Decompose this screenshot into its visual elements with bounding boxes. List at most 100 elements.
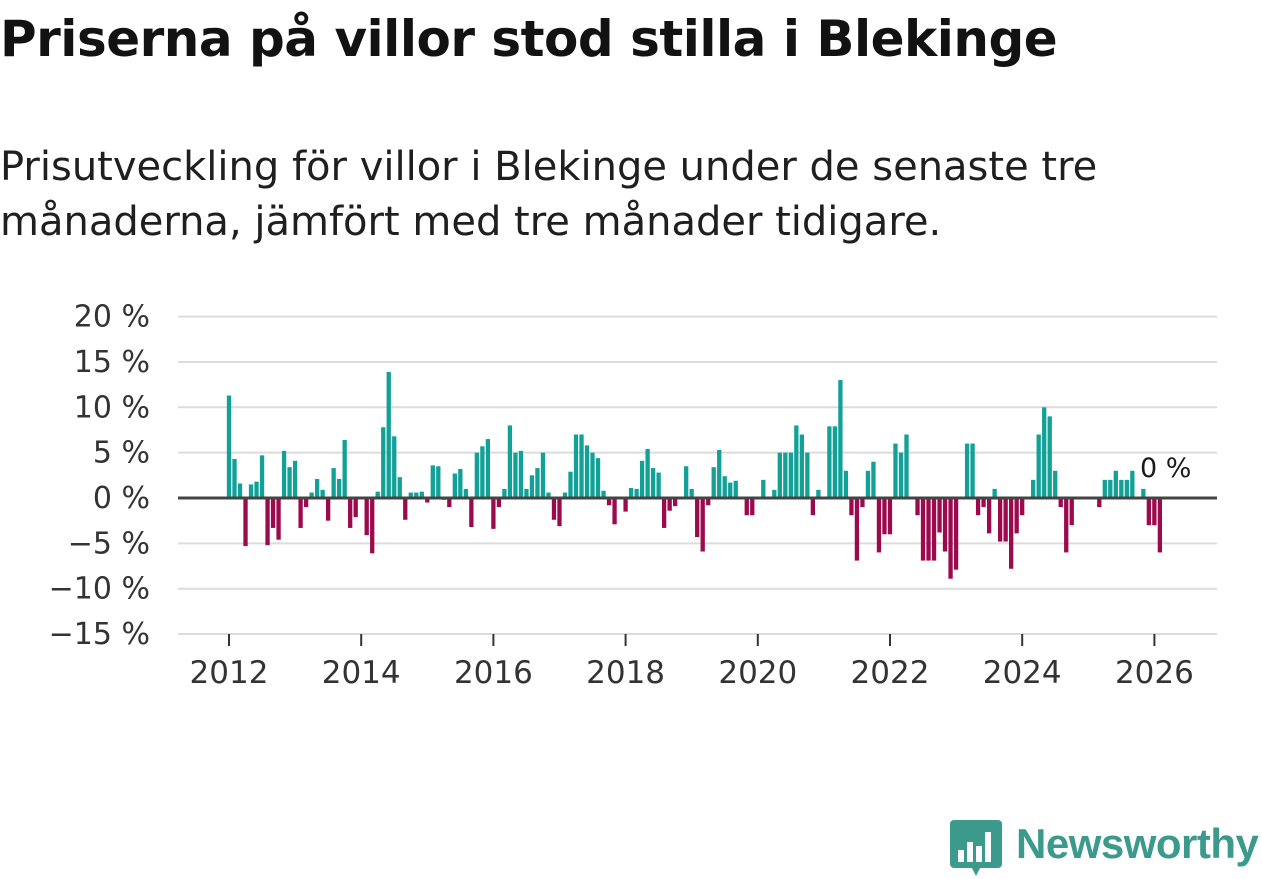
bar — [1058, 498, 1063, 508]
bar — [871, 461, 876, 498]
x-tick-label: 2020 — [718, 655, 797, 691]
bar — [722, 476, 727, 498]
y-tick-label: 0 % — [93, 481, 150, 516]
bar — [750, 498, 755, 516]
bar — [661, 498, 667, 528]
chart-title: Priserna på villor stod stilla i Bleking… — [0, 10, 1058, 68]
bar — [298, 498, 303, 528]
bar — [392, 436, 397, 498]
bar — [733, 480, 738, 498]
bar — [684, 466, 689, 498]
bar — [248, 484, 254, 498]
bar — [645, 449, 650, 498]
bar — [953, 498, 959, 570]
bar — [628, 488, 634, 498]
bar — [1130, 470, 1135, 498]
bar — [320, 489, 325, 498]
x-tick-label: 2014 — [322, 655, 401, 691]
bar — [650, 468, 656, 498]
bar — [639, 460, 645, 498]
bar — [425, 498, 430, 503]
bar — [524, 488, 529, 498]
bar — [816, 489, 821, 498]
bar — [656, 472, 661, 498]
bar — [485, 439, 491, 498]
bar — [1097, 498, 1102, 508]
bar — [970, 443, 975, 498]
bar — [904, 434, 909, 498]
bar — [986, 498, 992, 534]
bar — [1003, 498, 1008, 542]
bar — [673, 498, 678, 507]
y-axis: 20 % 15 % 10 % 5 % 0 % −5 % −10 % −15 % — [49, 300, 150, 652]
bar — [270, 498, 276, 528]
x-tick-label: 2026 — [1115, 655, 1194, 691]
x-tick-label: 2012 — [190, 655, 269, 691]
bar — [342, 439, 347, 498]
bar — [535, 468, 540, 498]
bar — [502, 488, 507, 498]
bar — [540, 452, 546, 498]
newsworthy-logo: Newsworthy — [950, 818, 1262, 878]
newsworthy-chart-icon — [950, 820, 1002, 876]
bar — [551, 498, 557, 520]
bar — [243, 498, 248, 547]
bar — [788, 452, 793, 498]
y-tick-label: 20 % — [74, 300, 150, 335]
bar — [337, 478, 342, 498]
bar — [386, 371, 391, 498]
bar — [623, 498, 628, 512]
bar — [292, 460, 298, 498]
bar — [1053, 470, 1058, 498]
bar-chart: 20 %15 %10 %5 %0 %−5 %−10 %−15 % 2012 201… — [49, 300, 1217, 691]
bar — [403, 498, 408, 520]
bar — [254, 481, 259, 498]
bar — [458, 468, 463, 498]
bar — [1069, 498, 1074, 526]
bar — [634, 488, 639, 498]
bar — [397, 477, 402, 498]
chart-subtitle: Prisutveckling för villor i Blekinge und… — [0, 144, 1098, 245]
bar — [942, 498, 948, 552]
bar — [414, 492, 419, 498]
bar — [1102, 479, 1107, 498]
bar — [529, 475, 535, 498]
bar — [232, 459, 237, 498]
latest-value-annotation: 0 % — [1140, 453, 1191, 484]
bar — [419, 491, 424, 498]
bar — [314, 478, 320, 498]
bar — [838, 380, 843, 498]
bar — [761, 479, 766, 498]
logo-text: Newsworthy — [1016, 820, 1259, 867]
bar — [348, 498, 353, 528]
bar — [1042, 407, 1047, 498]
bar — [1036, 434, 1041, 498]
bar — [717, 449, 722, 498]
y-tick-label: −10 % — [49, 572, 150, 607]
bar — [1031, 479, 1036, 498]
bar — [447, 498, 452, 508]
bar — [452, 473, 457, 498]
bar — [1157, 498, 1163, 553]
bar — [430, 465, 435, 498]
bar — [326, 498, 331, 521]
bar — [1108, 479, 1113, 498]
bar — [882, 498, 887, 535]
x-tick-label: 2018 — [586, 655, 665, 691]
bar — [436, 466, 441, 498]
bar — [706, 498, 711, 506]
bar — [259, 455, 265, 498]
bar — [1152, 498, 1157, 526]
bar — [964, 443, 970, 498]
bar — [546, 492, 551, 498]
x-tick-label: 2024 — [983, 655, 1062, 691]
bar — [353, 498, 358, 518]
bar — [562, 492, 568, 498]
bar — [920, 498, 926, 561]
bar — [309, 492, 314, 498]
bar — [518, 450, 524, 498]
bar — [843, 470, 849, 498]
bar — [805, 452, 810, 498]
bar — [381, 427, 386, 498]
bar — [287, 467, 292, 498]
